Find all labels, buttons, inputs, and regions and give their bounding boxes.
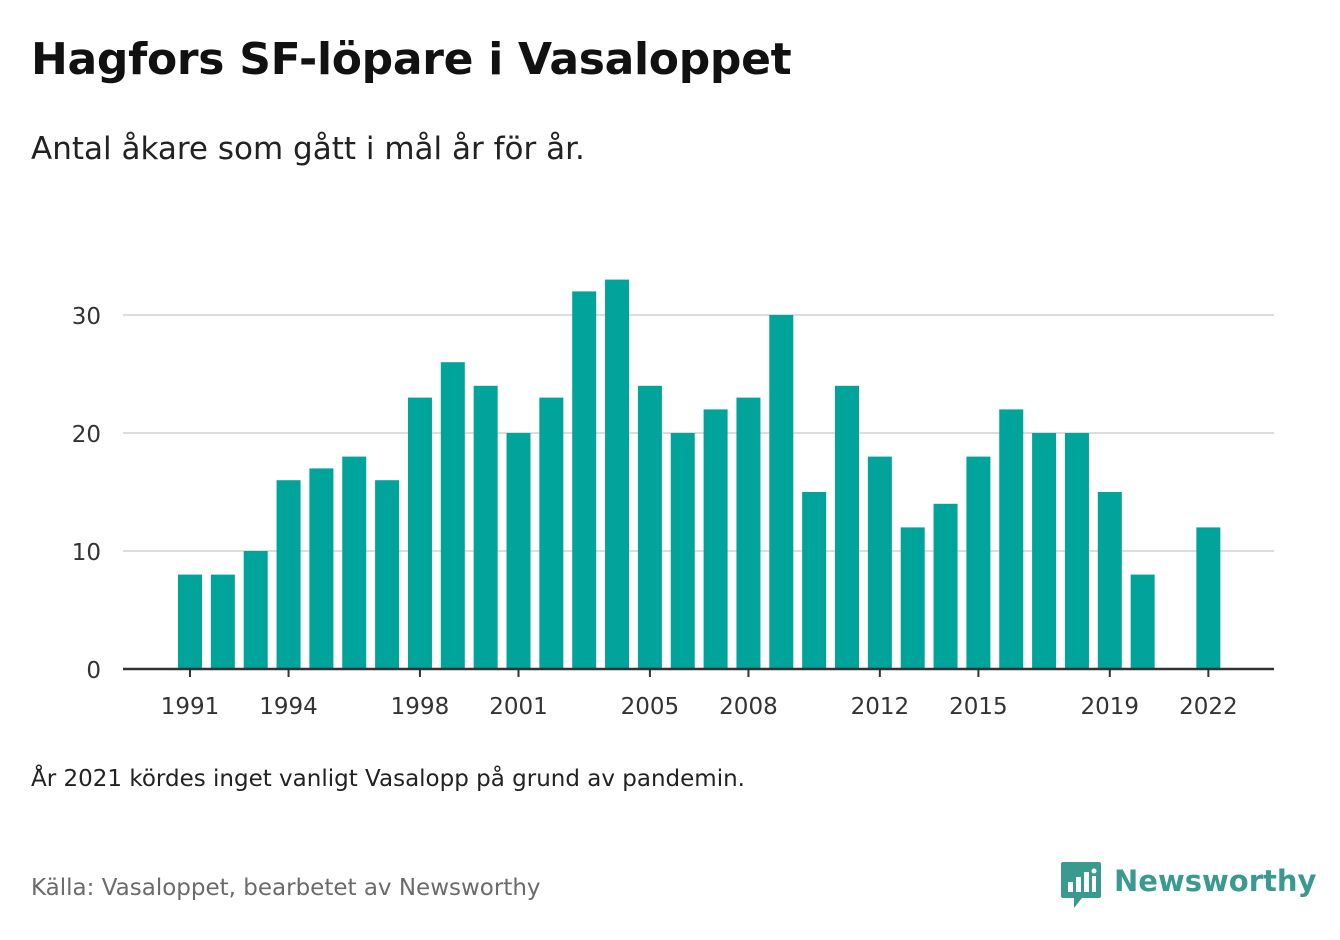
bar xyxy=(966,456,991,669)
y-tick-label: 0 xyxy=(86,658,101,684)
x-tick-label: 1998 xyxy=(391,694,450,720)
bar xyxy=(407,397,432,669)
bar xyxy=(1097,492,1122,669)
bar xyxy=(276,480,301,669)
chart-subtitle: Antal åkare som gått i mål år för år. xyxy=(31,131,585,167)
bar xyxy=(736,397,761,669)
bar xyxy=(243,551,268,669)
x-tick-label: 2015 xyxy=(949,694,1008,720)
bar xyxy=(440,362,465,669)
bar xyxy=(1064,433,1089,669)
bar xyxy=(900,527,925,669)
bar xyxy=(835,385,859,669)
bar xyxy=(375,480,400,669)
bar xyxy=(802,492,827,669)
brand-name: Newsworthy xyxy=(1114,864,1317,898)
bar xyxy=(539,397,564,669)
bar xyxy=(999,409,1024,669)
bar xyxy=(506,433,531,669)
x-tick-label: 2001 xyxy=(489,694,548,720)
bar xyxy=(342,456,367,669)
bar xyxy=(933,503,958,669)
x-tick-label: 2005 xyxy=(621,694,680,720)
y-tick-label: 10 xyxy=(72,540,101,566)
brand-logo[interactable]: Newsworthy xyxy=(1060,860,1316,912)
x-tick-label: 1994 xyxy=(259,694,318,720)
bar xyxy=(769,315,794,669)
x-tick-label: 2008 xyxy=(719,694,778,720)
bar xyxy=(605,279,630,669)
source-text: Källa: Vasaloppet, bearbetet av Newswort… xyxy=(31,875,541,901)
bar-chart: 0 10 20 30 1991 1994 1998 2001 2005 2008 2012 2015 2… xyxy=(72,279,1274,720)
chart-title: Hagfors SF-löpare i Vasaloppet xyxy=(31,34,792,85)
bar xyxy=(703,409,728,669)
chart-note: År 2021 kördes inget vanligt Vasalopp på… xyxy=(31,766,745,792)
x-tick-label: 2019 xyxy=(1081,694,1140,720)
bar xyxy=(178,574,202,669)
bar xyxy=(309,468,334,669)
bar xyxy=(637,385,662,669)
x-tick-label: 2012 xyxy=(851,694,910,720)
bar xyxy=(1196,527,1221,669)
y-tick-label: 20 xyxy=(72,422,101,448)
bar xyxy=(670,433,695,669)
bar xyxy=(473,385,498,669)
bar xyxy=(1032,433,1057,669)
bar xyxy=(1130,574,1155,669)
bar xyxy=(867,456,892,669)
bar xyxy=(210,574,235,669)
y-tick-label: 30 xyxy=(72,304,101,330)
x-tick-label: 1991 xyxy=(161,694,220,720)
x-tick-label: 2022 xyxy=(1179,694,1238,720)
bar xyxy=(572,291,597,669)
newsworthy-logo-icon xyxy=(1061,862,1101,908)
